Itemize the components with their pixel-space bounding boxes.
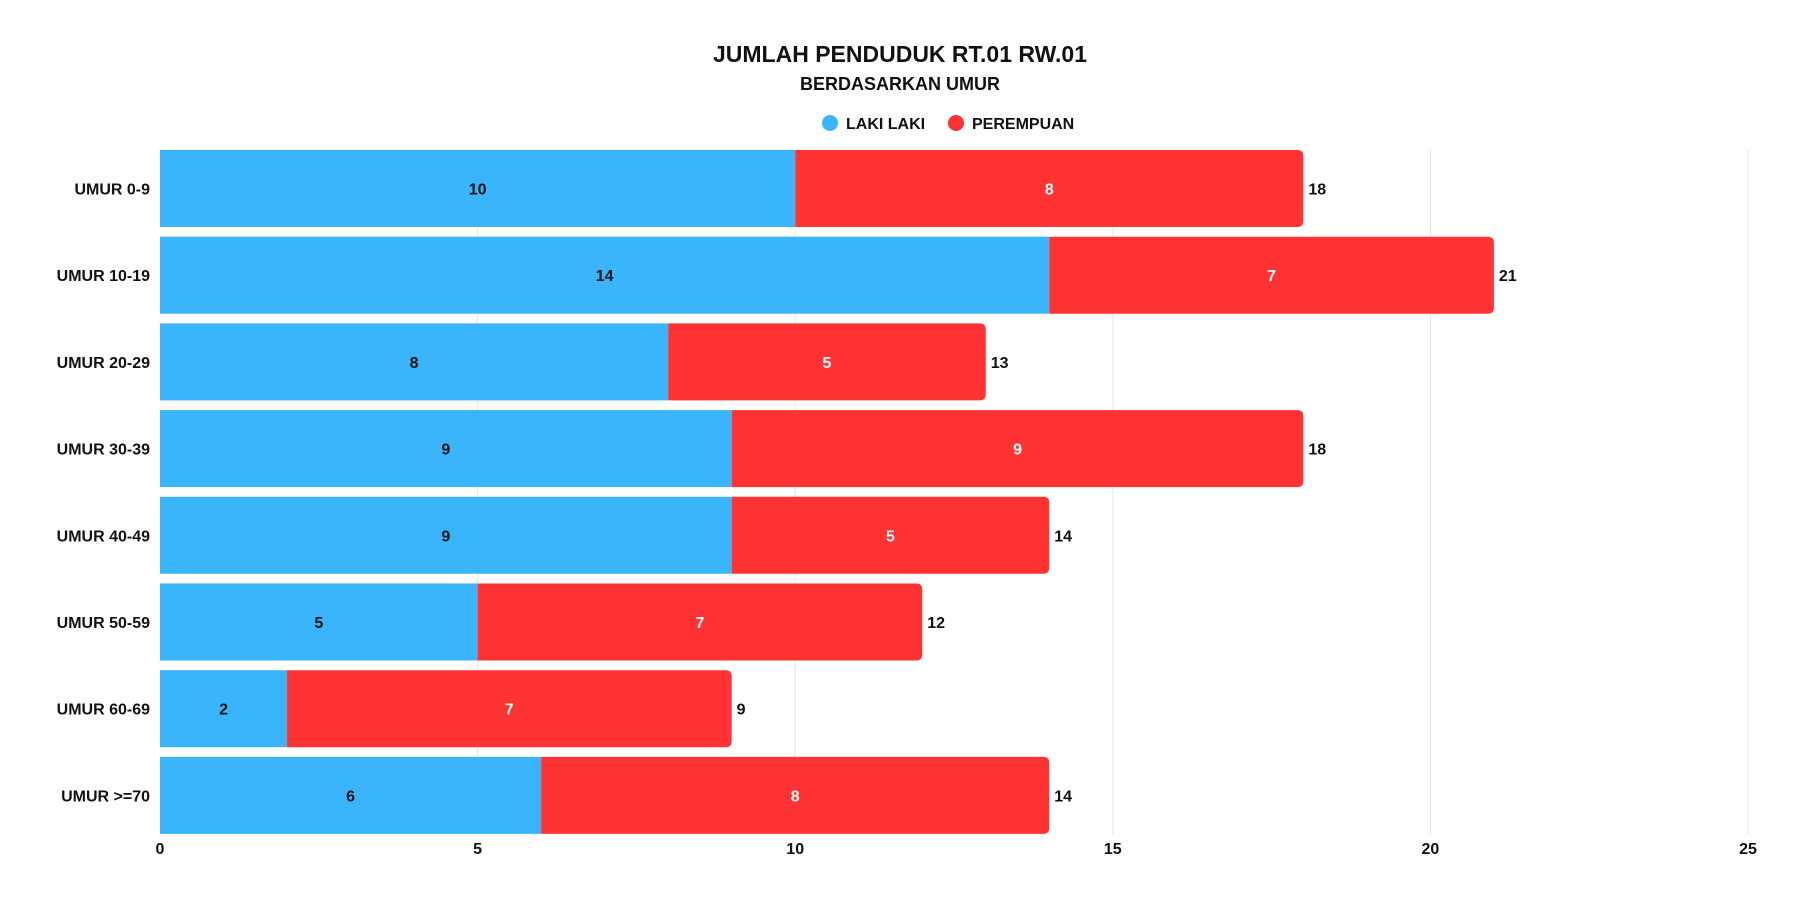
bars-group: 10 8 18 14 7 21 8 5 13 9 9 18 9 5 14 5 7 12 2 7 9 6 8 14 (160, 150, 1517, 834)
category-label-1: UMUR 10-19 (57, 268, 150, 285)
category-axis: UMUR 0-9 UMUR 10-19 UMUR 20-29 UMUR 30-39 UM… (57, 182, 150, 806)
bar-total-label-0: 18 (1308, 182, 1326, 199)
bar-segment-1-0 (160, 236, 1050, 314)
chart-subtitle: BERDASARKAN UMUR (800, 74, 1000, 94)
legend-label-2: PEREMPUAN (972, 116, 1074, 133)
legend-swatch-1 (822, 115, 838, 131)
x-tick-label-1: 5 (473, 841, 482, 858)
bar-value-label-3-0: 9 (441, 442, 450, 459)
bar-value-label-4-1: 5 (886, 528, 895, 545)
category-label-7: UMUR >=70 (61, 788, 150, 805)
category-label-6: UMUR 60-69 (57, 702, 150, 719)
chart-title: JUMLAH PENDUDUK RT.01 RW.01 (713, 41, 1087, 67)
bar-value-label-1-1: 7 (1267, 268, 1276, 285)
bar-segment-2-1 (668, 323, 986, 401)
legend: LAKI LAKI PEREMPUAN (822, 115, 1074, 133)
bar-value-label-5-1: 7 (695, 615, 704, 632)
category-label-5: UMUR 50-59 (57, 615, 150, 632)
category-label-3: UMUR 30-39 (57, 442, 150, 459)
bar-value-label-2-0: 8 (410, 355, 419, 372)
bar-segment-6-0 (160, 670, 288, 748)
bar-value-label-0-1: 8 (1045, 182, 1054, 199)
bar-total-label-6: 9 (737, 702, 746, 719)
bar-value-label-0-0: 10 (469, 182, 487, 199)
bar-segment-0-1 (795, 150, 1304, 227)
bar-total-label-7: 14 (1054, 788, 1072, 805)
value-axis: 0 5 10 15 20 25 (156, 841, 1757, 858)
bar-segment-0-0 (160, 150, 796, 227)
bar-value-label-6-1: 7 (505, 702, 514, 719)
bar-segment-4-0 (160, 496, 732, 574)
bar-value-label-2-1: 5 (823, 355, 832, 372)
bar-value-label-3-1: 9 (1013, 442, 1022, 459)
bar-total-label-3: 18 (1308, 442, 1326, 459)
bar-value-label-6-0: 2 (219, 702, 228, 719)
bar-value-label-7-0: 6 (346, 788, 355, 805)
category-label-2: UMUR 20-29 (57, 355, 150, 372)
bar-segment-2-0 (160, 323, 669, 401)
bar-value-label-1-0: 14 (596, 268, 614, 285)
bar-total-label-2: 13 (991, 355, 1009, 372)
bar-total-label-5: 12 (927, 615, 945, 632)
x-tick-label-2: 10 (786, 841, 804, 858)
bar-total-label-1: 21 (1499, 268, 1517, 285)
bar-value-label-4-0: 9 (441, 528, 450, 545)
bar-segment-3-0 (160, 410, 732, 488)
bar-total-label-4: 14 (1054, 528, 1072, 545)
x-tick-label-5: 25 (1739, 841, 1757, 858)
bar-segment-6-1 (287, 670, 732, 748)
bar-segment-1-1 (1049, 236, 1494, 314)
legend-label-1: LAKI LAKI (846, 116, 925, 133)
bar-segment-5-0 (160, 583, 478, 661)
bar-segment-4-1 (731, 496, 1050, 574)
bar-value-label-7-1: 8 (791, 788, 800, 805)
category-label-0: UMUR 0-9 (74, 182, 150, 199)
bar-value-label-5-0: 5 (314, 615, 323, 632)
legend-swatch-2 (948, 115, 964, 131)
bar-segment-7-1 (541, 756, 1050, 834)
bar-segment-5-1 (477, 583, 923, 661)
x-tick-label-3: 15 (1104, 841, 1122, 858)
bar-segment-7-0 (160, 756, 542, 834)
category-label-4: UMUR 40-49 (57, 528, 150, 545)
bar-segment-3-1 (731, 410, 1304, 488)
x-tick-label-4: 20 (1422, 841, 1440, 858)
x-tick-label-0: 0 (156, 841, 165, 858)
